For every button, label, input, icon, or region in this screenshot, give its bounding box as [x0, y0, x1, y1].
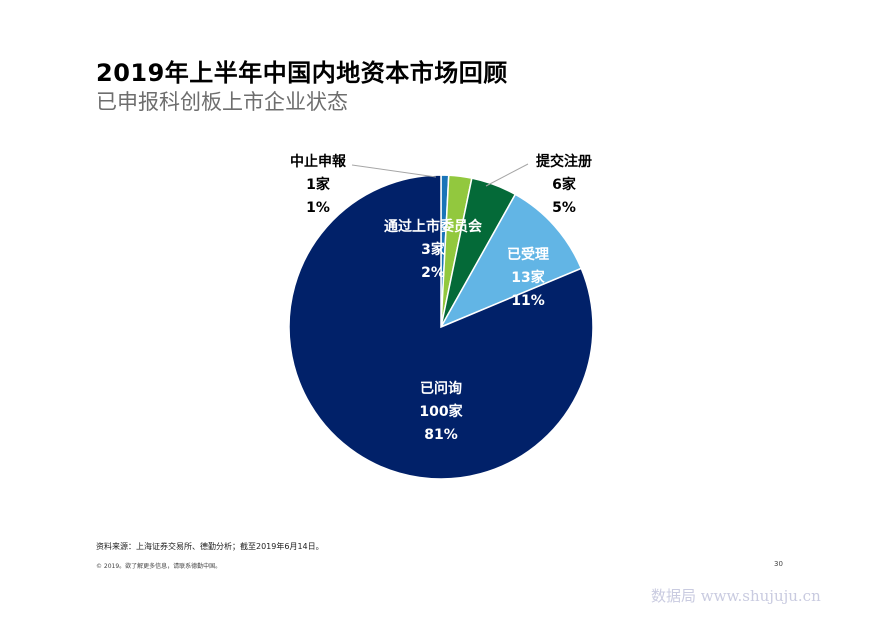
slice-percent: 11%	[511, 293, 545, 309]
slice-count: 6家	[552, 176, 577, 193]
slice-name: 已受理	[507, 246, 549, 263]
slice-percent: 1%	[306, 200, 330, 216]
slice-count: 13家	[511, 269, 545, 286]
data-label-accepted: 已受理 13家 11%	[507, 246, 549, 309]
slice-count: 3家	[421, 241, 446, 258]
slice-count: 100家	[419, 403, 463, 420]
data-label-approved-by-committee: 通过上市委员会 3家 2%	[384, 218, 483, 281]
page-number: 30	[774, 560, 783, 568]
slice-percent: 5%	[552, 200, 576, 216]
data-label-suspended: 中止申報 1家 1%	[290, 153, 347, 216]
page-title: 2019年上半年中国内地资本市场回顾	[96, 59, 508, 87]
page-subtitle: 已申报科创板上市企业状态	[96, 90, 348, 114]
slice-count: 1家	[306, 176, 331, 193]
watermark: 数据局 www.shujuju.cn	[651, 587, 821, 605]
slice-name: 已问询	[420, 380, 462, 397]
leader-line-suspended	[351, 164, 437, 178]
slice-name: 通过上市委员会	[384, 218, 483, 235]
pie-slice-inquired	[288, 174, 594, 480]
data-label-submitted-registration: 提交注册 6家 5%	[536, 153, 592, 216]
slice-percent: 2%	[421, 265, 445, 281]
slice-percent: 81%	[424, 427, 458, 443]
pie-slice-accepted	[439, 193, 583, 329]
leader-line-submitted-registration	[485, 163, 529, 187]
source-note: 资料来源：上海证券交易所、德勤分析；截至2019年6月14日。	[96, 542, 324, 551]
slice-name: 中止申報	[290, 153, 347, 170]
copyright-note: © 2019。欲了解更多信息，请联系德勤中国。	[96, 563, 222, 570]
data-label-inquired: 已问询 100家 81%	[419, 380, 463, 443]
slice-name: 提交注册	[536, 153, 592, 170]
